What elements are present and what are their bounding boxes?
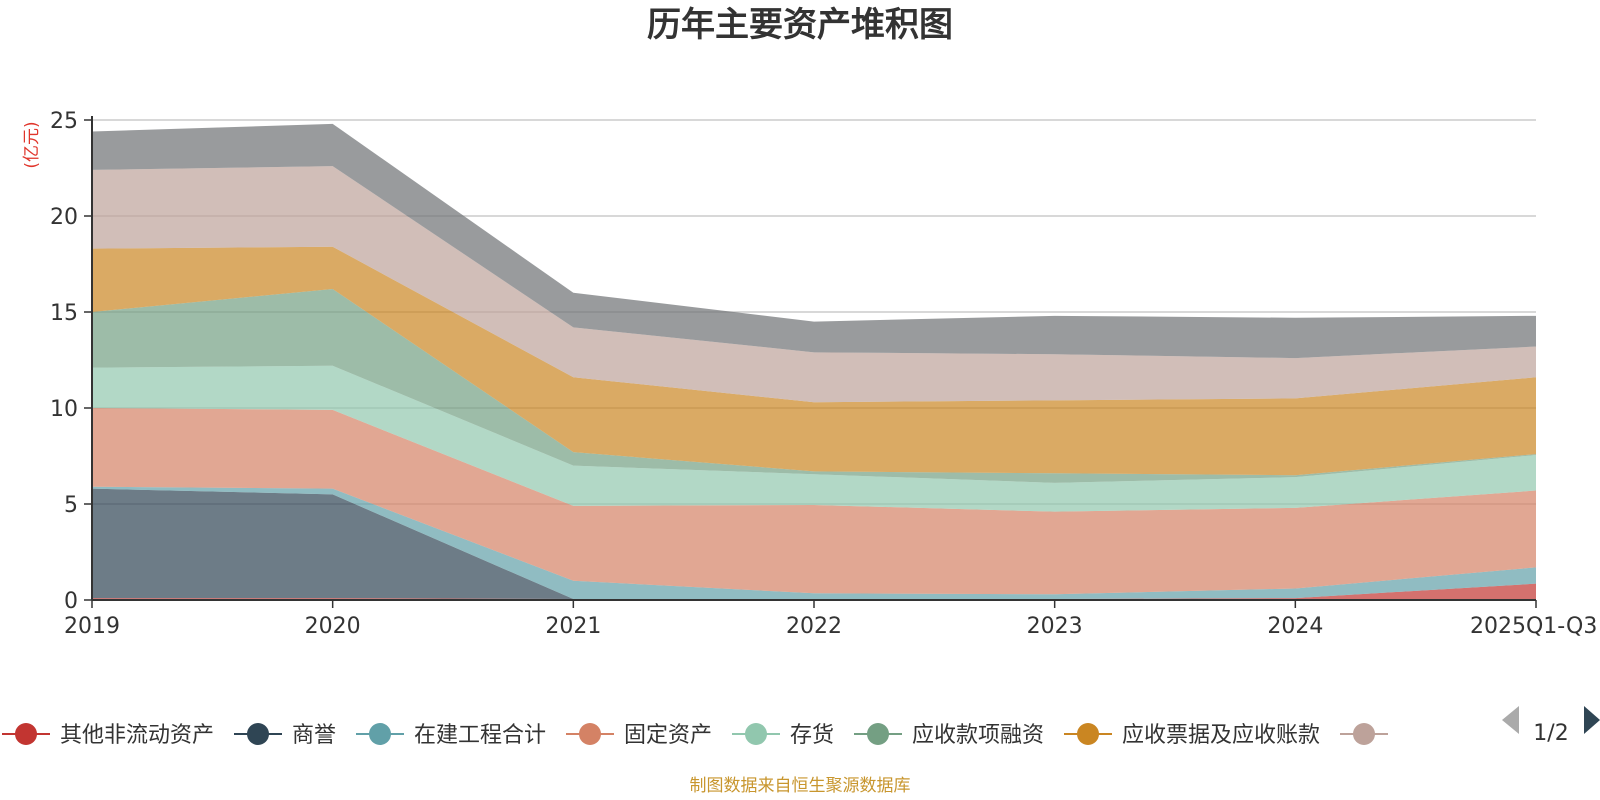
legend-label: 在建工程合计 [414, 723, 546, 748]
legend-label: 商誉 [292, 723, 336, 748]
area-series [92, 488, 1536, 600]
legend-marker-icon [745, 723, 767, 745]
area-series [92, 486, 1536, 600]
x-tick-label: 2021 [545, 614, 601, 639]
legend-marker-icon [1353, 723, 1375, 745]
y-tick-label: 15 [50, 301, 78, 326]
y-tick-label: 10 [50, 397, 78, 422]
axes: 0 5 10 15 20 25 2019 2020 2021 2022 2023 2024 2025Q1… [50, 109, 1597, 639]
legend-item[interactable]: 其他非流动资产 [2, 723, 214, 748]
legend-item-partial[interactable] [1340, 723, 1388, 745]
legend-marker-icon [579, 723, 601, 745]
area-series [92, 166, 1536, 403]
area-series [92, 583, 1536, 600]
legend-prev-page-icon[interactable] [1502, 706, 1519, 734]
x-tick-label: 2019 [64, 614, 120, 639]
area-series [92, 365, 1536, 512]
y-tick-label: 25 [50, 109, 78, 134]
y-tick-label: 20 [50, 205, 78, 230]
legend-item[interactable]: 存货 [732, 723, 834, 748]
data-source-note: 制图数据来自恒生聚源数据库 [690, 776, 911, 796]
y-tick-label: 0 [64, 589, 78, 614]
legend-item[interactable]: 应收款项融资 [854, 723, 1044, 748]
area-series [92, 408, 1536, 595]
y-tick-label: 5 [64, 493, 78, 518]
legend-marker-icon [369, 723, 391, 745]
legend: 其他非流动资产 商誉 在建工程合计 固定资产 存货 应收款项融资 应收票据及应收账款 1/2 [2, 706, 1600, 748]
legend-marker-icon [247, 723, 269, 745]
x-tick-label: 2024 [1267, 614, 1323, 639]
legend-label: 应收票据及应收账款 [1122, 723, 1320, 748]
x-tick-label: 2023 [1027, 614, 1083, 639]
x-tick-label: 2022 [786, 614, 842, 639]
legend-item[interactable]: 固定资产 [566, 723, 712, 748]
chart-title: 历年主要资产堆积图 [647, 5, 953, 45]
x-tick-label: 2025Q1-Q3 [1470, 614, 1597, 639]
legend-label: 其他非流动资产 [60, 723, 214, 748]
legend-item[interactable]: 在建工程合计 [356, 723, 546, 748]
legend-marker-icon [15, 723, 37, 745]
legend-item[interactable]: 商誉 [234, 723, 336, 748]
legend-item[interactable]: 应收票据及应收账款 [1064, 723, 1320, 748]
legend-next-page-icon[interactable] [1584, 706, 1600, 734]
legend-page-indicator: 1/2 [1533, 721, 1568, 746]
area-series [92, 123, 1536, 600]
legend-marker-icon [1077, 723, 1099, 745]
x-tick-label: 2020 [305, 614, 361, 639]
legend-label: 应收款项融资 [912, 723, 1044, 748]
area-series [92, 123, 1536, 359]
y-axis-unit: (亿元) [22, 121, 42, 168]
legend-label: 固定资产 [624, 723, 712, 748]
legend-marker-icon [867, 723, 889, 745]
area-series [92, 288, 1536, 483]
legend-label: 存货 [790, 723, 834, 748]
area-series [92, 246, 1536, 476]
